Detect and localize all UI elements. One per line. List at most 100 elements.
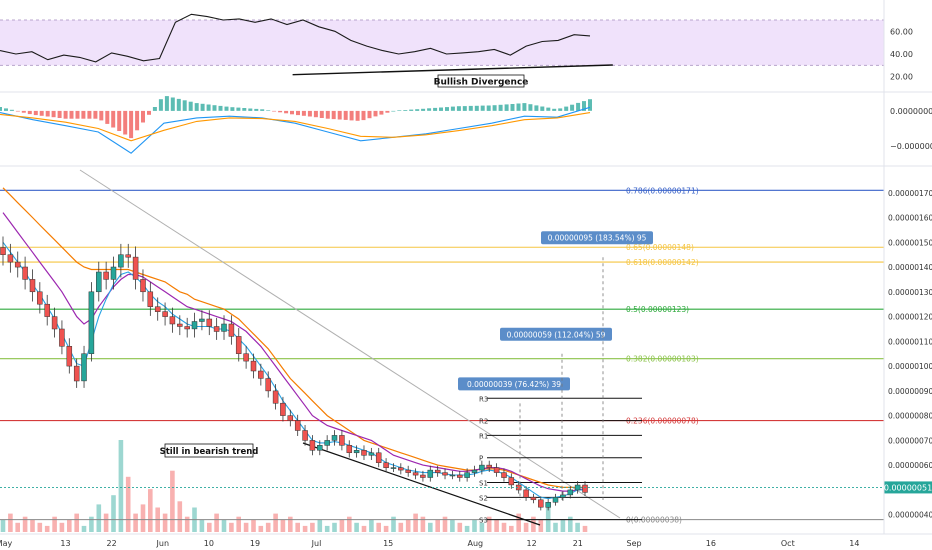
volume-bar <box>44 525 50 532</box>
volume-bar <box>125 476 131 532</box>
candle-body <box>14 261 21 268</box>
candle-body <box>147 291 154 307</box>
bearish-trend-box <box>164 443 254 458</box>
price-candles <box>0 236 588 511</box>
volume-bar <box>464 525 470 532</box>
candle-body <box>331 435 338 441</box>
candle-body <box>7 254 14 263</box>
macd-histogram-bar <box>0 107 2 111</box>
price-tick: 0.00000100 <box>888 362 932 371</box>
candle-body <box>51 316 58 330</box>
volume-bar <box>258 525 264 532</box>
candle-body <box>309 440 316 451</box>
volume-bar <box>339 519 345 532</box>
macd-histogram-bar <box>588 99 592 111</box>
macd-histogram-bar <box>397 110 402 111</box>
macd-histogram-bar <box>158 99 163 111</box>
volume-bar <box>148 489 153 532</box>
candle-body <box>132 256 139 280</box>
price-tick: 0.00000170 <box>888 189 932 198</box>
candle-body <box>103 271 109 280</box>
candle-body <box>118 254 124 268</box>
candle-body <box>88 291 95 354</box>
candle-body <box>582 484 588 493</box>
candle-body <box>368 452 375 456</box>
candle-body <box>353 450 360 454</box>
price-tick: 0.00000070 <box>888 436 932 445</box>
macd-histogram-bar <box>105 110 110 124</box>
macd-histogram-bar <box>4 108 8 111</box>
macd-histogram-bar <box>385 110 390 113</box>
candle-body <box>464 472 470 478</box>
volume-bar <box>96 504 102 532</box>
fib-label-0.236: 0.236(0.00000078) <box>626 417 699 426</box>
bullish-divergence-box <box>437 74 525 88</box>
candle-body <box>184 326 190 330</box>
pivot-label-S1: S1 <box>479 479 488 487</box>
target-label: 0.00000039 (76.42%) 39 <box>467 380 561 389</box>
volume-bar <box>288 516 293 532</box>
macd-histogram-bar <box>492 105 497 111</box>
volume-bar <box>207 522 212 532</box>
volume-bar <box>184 516 190 532</box>
macd-histogram-bar <box>445 107 449 111</box>
time-tick: 22 <box>107 539 117 548</box>
macd-histogram-bar <box>81 110 86 119</box>
descending-trendline <box>79 169 621 519</box>
rsi-band <box>0 20 884 66</box>
volume-bar <box>479 522 485 532</box>
candle-body <box>199 318 205 322</box>
candle-body <box>552 497 559 503</box>
macd-histogram-bar <box>93 110 98 119</box>
ema-slow-line <box>2 187 585 488</box>
macd-histogram <box>0 96 592 139</box>
volume-bar <box>22 516 28 532</box>
time-tick: Sep <box>627 539 642 548</box>
macd-histogram-bar <box>266 110 271 111</box>
candle-body <box>530 497 537 501</box>
rsi-tick: 20.00 <box>890 73 913 82</box>
macd-histogram-bar <box>278 110 283 113</box>
rsi-axis: 60.00 40.00 20.00 <box>890 27 913 81</box>
macd-histogram-bar <box>296 110 300 116</box>
time-tick: Jun <box>156 539 170 548</box>
bullish-divergence-label: Bullish Divergence <box>434 78 529 88</box>
macd-histogram-bar <box>498 104 503 111</box>
volume-bar <box>398 522 404 532</box>
volume-bar <box>30 519 35 532</box>
candle-body <box>457 474 463 478</box>
volume-bar <box>199 519 205 532</box>
candle-body <box>346 445 353 453</box>
candle-body <box>398 467 404 471</box>
volume-bar <box>214 513 219 532</box>
candle-body <box>265 378 271 392</box>
pivot-label-P: P <box>479 455 483 463</box>
macd-histogram-bar <box>456 106 461 111</box>
macd-histogram-bar <box>355 110 360 121</box>
volume-bar <box>8 513 13 532</box>
candle-body <box>486 464 492 468</box>
volume-bars <box>0 440 588 532</box>
candle-body <box>302 430 308 441</box>
candle-body <box>221 323 227 332</box>
macd-histogram-bar <box>218 105 223 111</box>
volume-bar <box>450 519 455 532</box>
macd-histogram-bar <box>522 103 527 111</box>
price-targets: 0.00000039 (76.42%) 39 0.00000059 (112.04… <box>458 231 653 500</box>
volume-bar <box>383 525 389 532</box>
volume-bar <box>37 522 43 532</box>
price-tick: 0.00000110 <box>888 337 932 346</box>
volume-bar <box>494 519 499 532</box>
volume-bar <box>553 522 558 532</box>
rsi-tick: 40.00 <box>890 50 913 59</box>
macd-histogram-bar <box>129 110 134 139</box>
macd-histogram-bar <box>152 107 157 111</box>
price-tick: 0.00000120 <box>888 313 932 322</box>
price-panel: 0.786(0.00000171) 0.65(0.00000148) 0.618(0… <box>0 169 932 532</box>
volume-bar <box>391 516 396 532</box>
rsi-panel: Bullish Divergence 60.00 40.00 20.00 <box>0 2 913 92</box>
candle-body <box>471 469 478 473</box>
target-badge <box>458 377 570 391</box>
volume-bar <box>111 495 116 532</box>
